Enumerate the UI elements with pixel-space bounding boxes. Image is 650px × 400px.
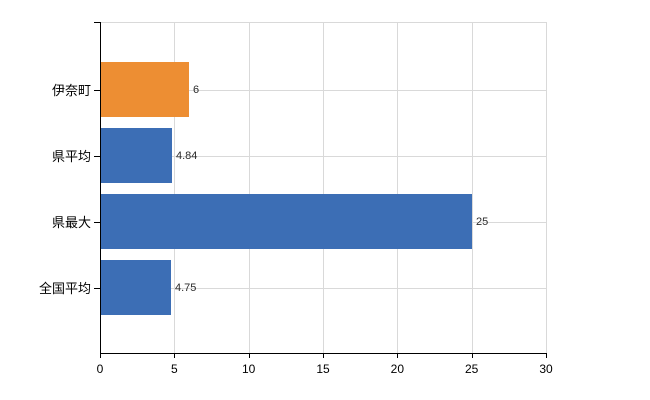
bar-0 (101, 62, 189, 117)
x-axis-tick (174, 353, 176, 358)
horizontal-gridline (100, 288, 547, 289)
y-axis-tick (94, 22, 100, 23)
bar-2 (101, 194, 472, 249)
plot-top-border (100, 22, 547, 23)
x-tick-label: 25 (464, 362, 479, 376)
x-tick-label: 10 (241, 362, 256, 376)
category-label: 県最大 (51, 215, 91, 230)
bar-value-label: 6 (193, 84, 200, 96)
x-axis-tick (546, 353, 547, 358)
x-tick-label: 5 (170, 362, 178, 376)
x-axis-tick (471, 353, 473, 358)
vertical-gridline (546, 22, 547, 353)
x-axis-tick (248, 353, 250, 358)
x-tick-label: 0 (96, 362, 104, 376)
category-label: 全国平均 (38, 281, 91, 296)
y-axis-tick (94, 288, 100, 289)
vertical-gridline (471, 22, 473, 353)
x-axis-tick (323, 353, 324, 358)
category-label: 伊奈町 (51, 83, 91, 98)
y-axis-tick (94, 222, 100, 223)
vertical-gridline (323, 22, 324, 353)
x-tick-label: 30 (539, 362, 553, 376)
vertical-gridline (248, 22, 250, 353)
y-axis-tick (94, 90, 100, 91)
y-axis-tick (94, 156, 100, 157)
y-axis (100, 22, 101, 358)
vertical-gridline (397, 22, 399, 353)
x-axis-tick (397, 353, 399, 358)
bar-value-label: 25 (476, 216, 489, 228)
x-tick-label: 20 (390, 362, 404, 376)
horizontal-gridline (100, 90, 547, 91)
bar-3 (101, 260, 171, 315)
vertical-gridline (174, 22, 176, 353)
bar-value-label: 4.75 (175, 282, 197, 294)
bar-1 (101, 128, 172, 183)
bar-value-label: 4.84 (176, 150, 198, 162)
horizontal-gridline (100, 156, 547, 157)
x-tick-label: 15 (316, 362, 330, 376)
category-label: 県平均 (51, 149, 91, 164)
